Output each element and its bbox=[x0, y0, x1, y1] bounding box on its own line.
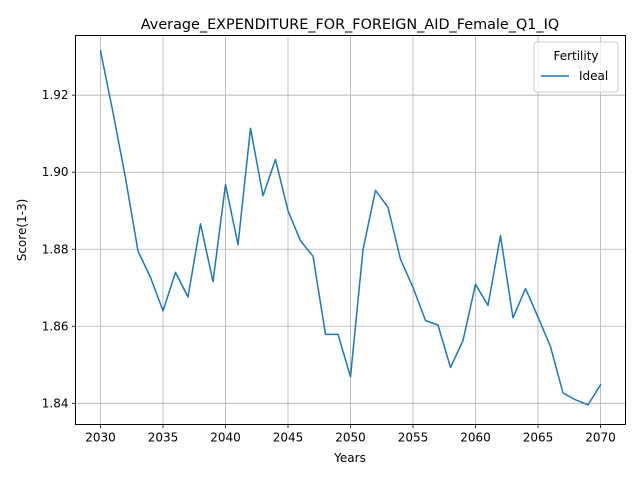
plot-area-frame bbox=[75, 35, 626, 425]
legend-box bbox=[533, 41, 619, 93]
y-tick-label: 1.88 bbox=[42, 242, 69, 256]
x-tick-label: 2030 bbox=[85, 431, 116, 445]
x-tick-label: 2070 bbox=[585, 431, 616, 445]
y-tick-label: 1.84 bbox=[42, 396, 69, 410]
y-axis-ticks: 1.84 1.86 1.88 1.90 1.92 bbox=[42, 88, 76, 410]
x-tick-label: 2065 bbox=[523, 431, 554, 445]
x-axis-ticks: 2030 2035 2040 2045 2050 2055 2060 2065 2070 bbox=[85, 424, 616, 445]
x-tick-label: 2060 bbox=[460, 431, 491, 445]
x-tick-label: 2055 bbox=[398, 431, 429, 445]
series-layer bbox=[99, 50, 602, 406]
y-tick-label: 1.92 bbox=[42, 88, 69, 102]
x-tick-label: 2035 bbox=[148, 431, 179, 445]
legend-label-ideal: Ideal bbox=[579, 69, 608, 83]
x-tick-label: 2045 bbox=[273, 431, 304, 445]
chart-title: Average_EXPENDITURE_FOR_FOREIGN_AID_Fema… bbox=[141, 17, 559, 33]
x-tick-label: 2050 bbox=[335, 431, 366, 445]
series-line-ideal bbox=[99, 50, 602, 406]
y-tick-label: 1.90 bbox=[42, 165, 69, 179]
grid bbox=[75, 35, 626, 425]
y-tick-label: 1.86 bbox=[42, 319, 69, 333]
x-tick-label: 2040 bbox=[210, 431, 241, 445]
x-axis-label: Years bbox=[333, 451, 366, 465]
legend-title: Fertility bbox=[553, 49, 598, 63]
y-axis-label: Score(1-3) bbox=[15, 199, 29, 262]
legend: Fertility Ideal bbox=[533, 41, 619, 93]
